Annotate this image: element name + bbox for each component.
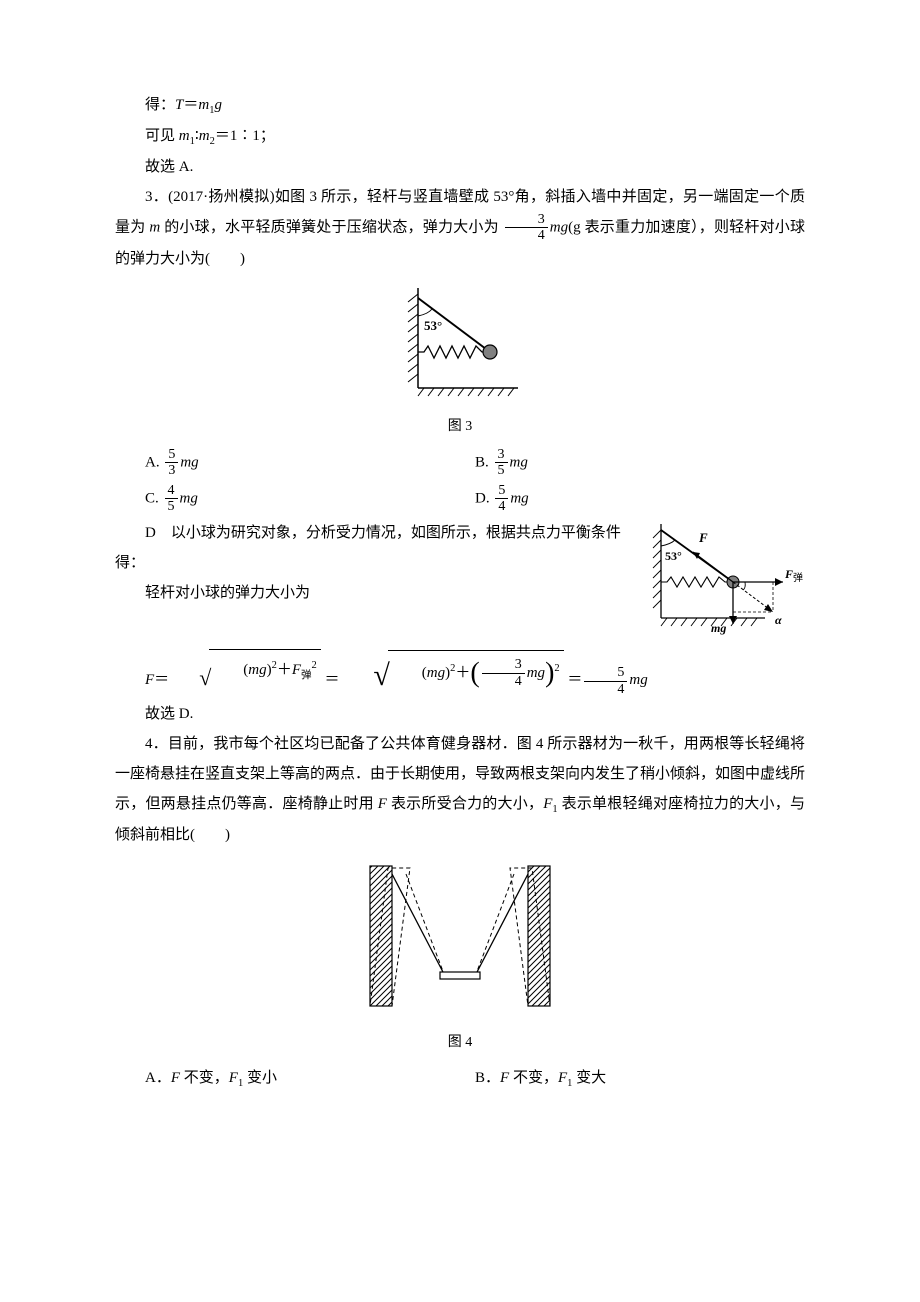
q3-option-B: B. 35mg [475, 447, 805, 479]
figure-4-svg [340, 856, 580, 1016]
svg-text:mg: mg [711, 621, 726, 635]
svg-text:弹: 弹 [793, 571, 803, 584]
q4-stem: 4．目前，我市每个社区均已配备了公共体育健身器材．图 4 所示器材为一秋千，用两… [115, 729, 805, 850]
frac-3-4: 34 [505, 212, 548, 244]
q3-answer-p1: D 以小球为研究对象，分析受力情况，如图所示，根据共点力平衡条件得： [115, 518, 633, 578]
text: 得： [145, 97, 175, 113]
eq-m1: m [198, 97, 209, 113]
svg-text:F: F [698, 530, 708, 545]
intro-line-3: 故选 A. [115, 152, 805, 182]
figure-4-caption: 图 4 [115, 1029, 805, 1057]
frac-res: 54 [584, 665, 627, 697]
frac: 35 [495, 447, 508, 479]
eq: T [175, 97, 183, 113]
sqrt-1: √(mg)2＋F弹2 [169, 649, 321, 688]
q3-stem: 3．(2017·扬州模拟)如图 3 所示，轻杆与竖直墙壁成 53°角，斜插入墙中… [115, 182, 805, 274]
intro-line-1: 得：T＝m1g [115, 90, 805, 121]
eq-m1: m [179, 128, 190, 144]
figure-3-svg: 53° [390, 280, 530, 400]
eq-m2: m [199, 128, 210, 144]
figure-4: 图 4 [115, 856, 805, 1057]
q4-option-A: A．F 不变，F1 变小 [115, 1063, 475, 1094]
q3-equation: F＝√(mg)2＋F弹2 ＝ √(mg)2＋(34mg)2 ＝54mg [115, 649, 805, 698]
q3-answer-end: 故选 D. [115, 699, 805, 729]
svg-text:α: α [775, 613, 782, 627]
eq-lhs: F [145, 673, 154, 689]
angle-label: 53° [424, 318, 442, 333]
q3-answer-p2: 轻杆对小球的弹力大小为 [115, 578, 633, 608]
frac: 53 [165, 447, 178, 479]
ans-letter: D [145, 525, 156, 541]
svg-text:F: F [784, 567, 793, 581]
frac: 54 [495, 483, 508, 515]
mg: mg [550, 219, 568, 235]
figure-3-caption: 图 3 [115, 413, 805, 441]
text: 可见 [145, 128, 179, 144]
q3-options-row1: A. 53mg B. 35mg [115, 447, 805, 479]
figure-3: 53° 图 3 [115, 280, 805, 441]
svg-text:53°: 53° [665, 549, 682, 563]
q3-solution-block: D 以小球为研究对象，分析受力情况，如图所示，根据共点力平衡条件得： 轻杆对小球… [115, 518, 805, 649]
frac: 45 [165, 483, 178, 515]
var-m: m [149, 219, 160, 235]
q3-options-row2: C. 45mg D. 54mg [115, 483, 805, 515]
q3-option-D: D. 54mg [475, 483, 805, 515]
q3-option-A: A. 53mg [115, 447, 475, 479]
intro-line-2: 可见 m1∶m2＝1∶1； [115, 121, 805, 152]
q3-option-C: C. 45mg [115, 483, 475, 515]
q3-mid1: 的小球，水平轻质弹簧处于压缩状态，弹力大小为 [160, 219, 499, 235]
q4-options-row1: A．F 不变，F1 变小 B．F 不变，F1 变大 [115, 1063, 805, 1094]
force-diagram: F 53° F 弹 mg α [645, 518, 805, 649]
q4-option-B: B．F 不变，F1 变大 [475, 1063, 805, 1094]
eq-g: g [214, 97, 222, 113]
sqrt-2: √(mg)2＋(34mg)2 [343, 650, 563, 691]
